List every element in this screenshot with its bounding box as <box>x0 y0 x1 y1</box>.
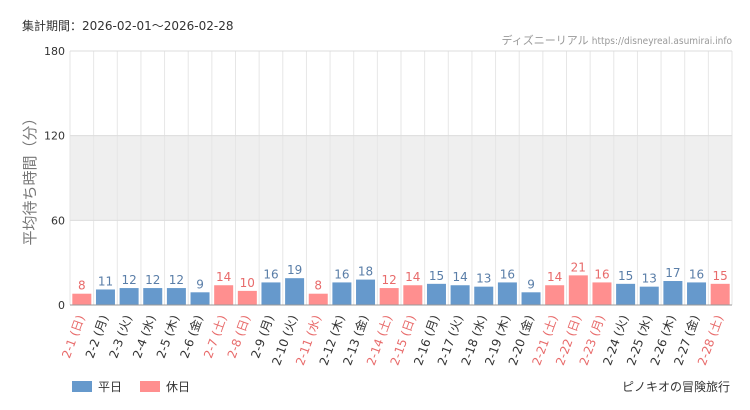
legend-swatch-holiday <box>140 381 161 392</box>
y-tick-label: 60 <box>51 214 65 227</box>
period-label: 集計期間：2026-02-01～2026-02-28 <box>22 19 234 33</box>
data-label: 13 <box>476 272 491 286</box>
bar <box>308 293 328 305</box>
y-tick-label: 180 <box>44 45 65 58</box>
data-label: 12 <box>121 273 136 287</box>
gridlines <box>69 50 733 306</box>
data-label: 17 <box>665 266 680 280</box>
data-label: 12 <box>169 273 184 287</box>
bar <box>545 285 565 305</box>
bar <box>166 288 186 305</box>
bar <box>261 282 281 305</box>
bar <box>497 282 517 305</box>
bar <box>72 293 92 305</box>
bar <box>119 288 139 305</box>
bar <box>568 275 588 305</box>
bar <box>521 292 541 305</box>
data-label: 18 <box>358 265 373 279</box>
legend-label-weekday: 平日 <box>98 380 123 394</box>
bar <box>214 285 234 305</box>
bars <box>72 275 730 305</box>
bar <box>616 283 636 305</box>
legend-entry-weekday[interactable]: 平日 <box>72 378 122 395</box>
bar <box>190 292 210 305</box>
data-label: 11 <box>98 274 113 288</box>
data-label: 16 <box>594 267 609 281</box>
bar <box>639 286 659 305</box>
legend-entry-holiday[interactable]: 休日 <box>140 378 190 395</box>
bar <box>710 283 730 305</box>
bar <box>592 282 612 305</box>
bar <box>237 290 257 305</box>
bar <box>403 285 423 305</box>
bar <box>332 282 352 305</box>
bar <box>687 282 707 305</box>
data-labels: 8 11 12 12 12 9 14 10 16 19 8 16 18 12 14 15 14 13 16 9 14 21… <box>78 260 728 292</box>
attraction-name: ピノキオの冒険旅行 <box>621 380 730 394</box>
data-label: 16 <box>689 267 704 281</box>
source-site-name: ディズニーリアル <box>501 34 589 47</box>
data-label: 15 <box>713 269 728 283</box>
bar <box>356 279 376 305</box>
data-label: 12 <box>145 273 160 287</box>
data-label: 14 <box>547 270 562 284</box>
data-label: 15 <box>429 269 444 283</box>
legend-label-holiday: 休日 <box>166 380 191 394</box>
legend-swatch-weekday <box>72 381 92 392</box>
data-label: 12 <box>382 273 397 287</box>
data-label: 16 <box>263 267 278 281</box>
data-label: 16 <box>334 267 349 281</box>
data-label: 9 <box>527 277 535 291</box>
bar <box>143 288 163 305</box>
x-axis-ticks: 2-1 (日)2-2 (月)2-3 (火)2-4 (水)2-5 (木)2-6 (… <box>59 313 726 367</box>
y-axis-ticks: 0 60 120 180 <box>44 45 65 312</box>
legend: 平日 休日 <box>72 378 190 395</box>
data-label: 14 <box>452 270 467 284</box>
source-credit: ディズニーリアル https://disneyreal.asumirai.inf… <box>502 32 732 48</box>
source-url[interactable]: https://disneyreal.asumirai.info <box>591 36 732 47</box>
data-label: 13 <box>642 272 657 286</box>
data-label: 8 <box>78 279 86 293</box>
data-label: 14 <box>405 270 420 284</box>
bar <box>95 289 115 305</box>
bar <box>426 283 446 305</box>
data-label: 21 <box>571 260 586 274</box>
data-label: 10 <box>240 276 255 290</box>
bar <box>379 288 399 305</box>
data-label: 15 <box>618 269 633 283</box>
y-axis-label: 平均待ち時間（分） <box>21 110 39 245</box>
y-tick-label: 120 <box>44 130 65 143</box>
y-tick-label: 0 <box>58 299 65 312</box>
bar <box>663 281 683 305</box>
data-label: 16 <box>500 267 515 281</box>
data-label: 9 <box>196 277 204 291</box>
data-label: 14 <box>216 270 231 284</box>
bar <box>474 286 494 305</box>
bar <box>285 278 305 305</box>
data-label: 8 <box>314 279 322 293</box>
bar <box>450 285 470 305</box>
data-label: 19 <box>287 263 302 277</box>
